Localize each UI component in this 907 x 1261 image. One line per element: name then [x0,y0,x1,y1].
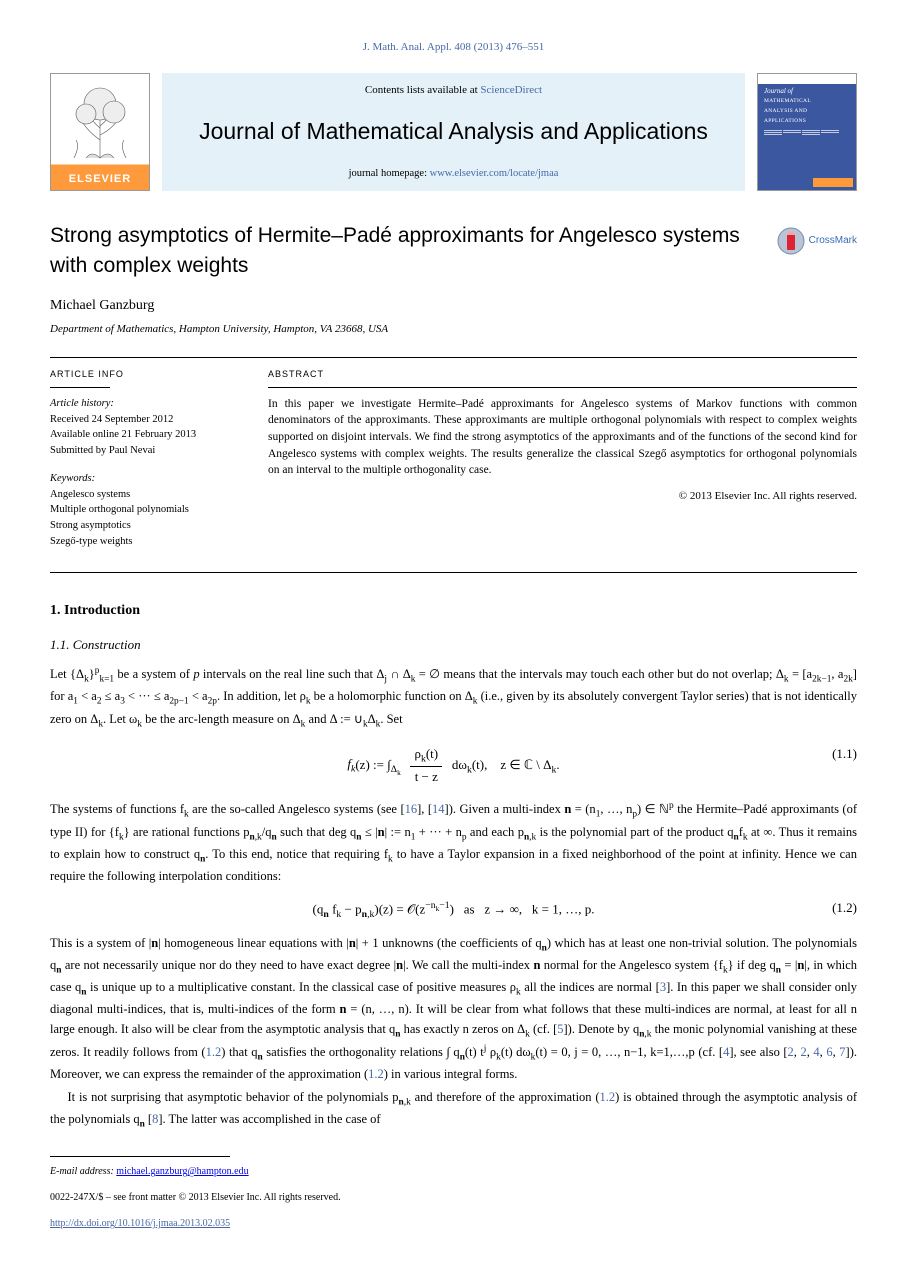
paper-title: Strong asymptotics of Hermite–Padé appro… [50,221,857,280]
elsevier-tree-icon [56,80,144,160]
keyword: Strong asymptotics [50,518,238,534]
crossmark-icon [777,227,805,255]
abstract-text: In this paper we investigate Hermite–Pad… [268,396,857,479]
elsevier-name: ELSEVIER [69,169,131,190]
journal-header: ELSEVIER Contents lists available at Sci… [50,73,857,191]
equation-1-2: (qn fk − pn,k)(z) = 𝒪(z−nk−1) as z → ∞, … [50,898,857,922]
article-history: Article history: Received 24 September 2… [50,396,238,459]
abstract-copyright: © 2013 Elsevier Inc. All rights reserved… [268,489,857,504]
section-1-1-title: 1.1. Construction [50,636,857,654]
sciencedirect-link[interactable]: ScienceDirect [480,84,542,96]
cover-caps-2: ANALYSIS AND [758,107,856,117]
equation-1-1: fk(z) := ∫Δk ρk(t)t − z dωk(t), z ∈ ℂ \ … [50,744,857,788]
eq-num-1-2: (1.2) [832,898,857,918]
keyword: Multiple orthogonal polynomials [50,502,238,518]
homepage-prefix: journal homepage: [349,168,430,179]
cover-caps-1: MATHEMATICAL [758,97,856,107]
body-text: Let {Δk}pk=1 be a system of p intervals … [50,664,857,1132]
keyword: Szegő-type weights [50,534,238,550]
history-item: Available online 21 February 2013 [50,427,238,443]
eq-num-1-1: (1.1) [832,744,857,764]
title-panel: Contents lists available at ScienceDirec… [162,73,745,191]
crossmark-badge[interactable]: CrossMark [777,227,857,255]
keywords-block: Keywords: Angelesco systems Multiple ort… [50,471,238,550]
homepage-line: journal homepage: www.elsevier.com/locat… [180,167,727,182]
keyword: Angelesco systems [50,487,238,503]
author-email-link[interactable]: michael.ganzburg@hampton.edu [116,1166,248,1177]
keywords-heading: Keywords: [50,471,238,487]
history-heading: Article history: [50,396,238,412]
history-item: Submitted by Paul Nevai [50,443,238,459]
journal-reference: J. Math. Anal. Appl. 408 (2013) 476–551 [50,40,857,55]
doi-line: http://dx.doi.org/10.1016/j.jmaa.2013.02… [50,1217,857,1231]
journal-cover-thumbnail[interactable]: Journal of MATHEMATICAL ANALYSIS AND APP… [757,73,857,191]
email-label: E-mail address: [50,1166,114,1177]
cover-script-title: Journal of [758,84,856,97]
article-info-heading: ARTICLE INFO [50,368,238,381]
front-matter-line: 0022-247X/$ – see front matter © 2013 El… [50,1191,857,1205]
doi-link[interactable]: http://dx.doi.org/10.1016/j.jmaa.2013.02… [50,1218,230,1229]
crossmark-label: CrossMark [809,234,857,248]
history-item: Received 24 September 2012 [50,412,238,428]
contents-prefix: Contents lists available at [365,84,480,96]
homepage-link[interactable]: www.elsevier.com/locate/jmaa [430,168,559,179]
section-1-title: 1. Introduction [50,601,857,621]
article-info-abstract-row: ARTICLE INFO Article history: Received 2… [50,357,857,572]
abstract-heading: ABSTRACT [268,368,857,381]
author-name: Michael Ganzburg [50,296,857,316]
cover-caps-3: APPLICATIONS [758,117,856,127]
elsevier-logo[interactable]: ELSEVIER [50,73,150,191]
contents-line: Contents lists available at ScienceDirec… [180,83,727,98]
article-info-column: ARTICLE INFO Article history: Received 2… [50,358,250,571]
journal-title: Journal of Mathematical Analysis and App… [180,118,727,146]
footnote-email: E-mail address: michael.ganzburg@hampton… [50,1163,857,1179]
footnote-rule [50,1156,230,1163]
author-affiliation: Department of Mathematics, Hampton Unive… [50,322,857,337]
abstract-column: ABSTRACT In this paper we investigate He… [250,358,857,571]
